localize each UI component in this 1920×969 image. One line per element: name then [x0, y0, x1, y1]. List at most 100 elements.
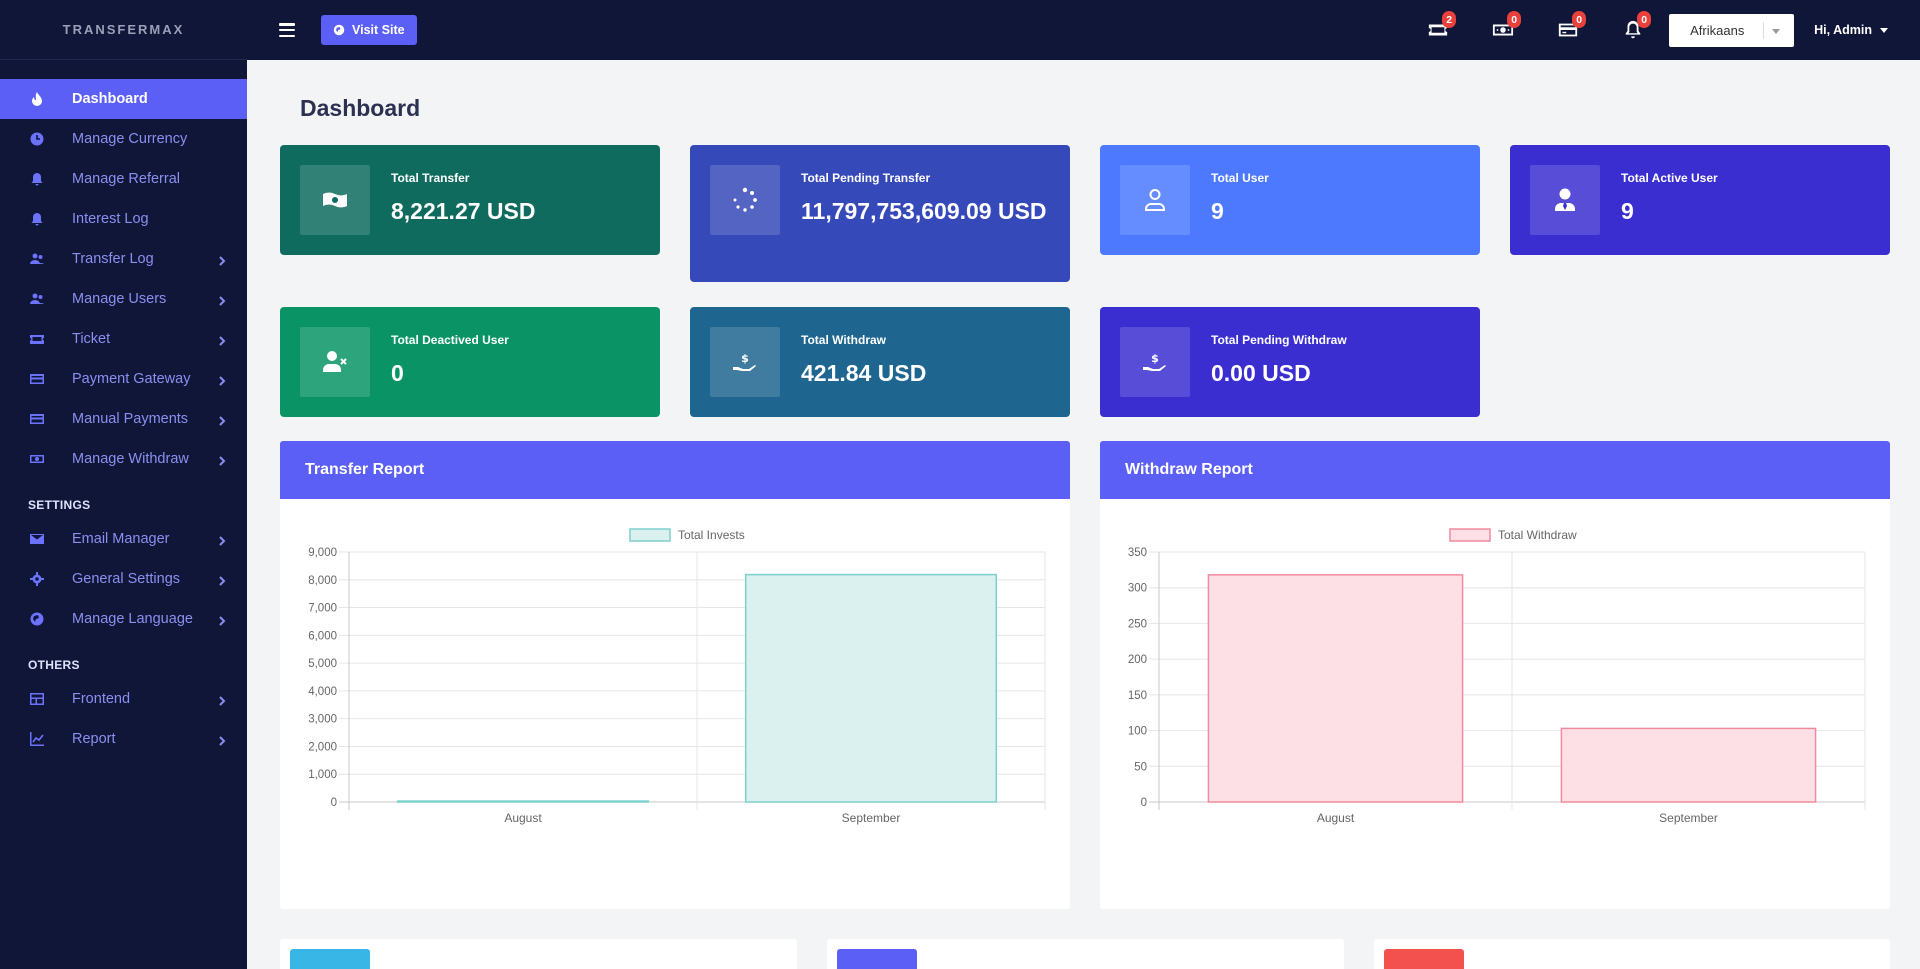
sidebar-item-manage-withdraw[interactable]: Manage Withdraw: [0, 439, 247, 479]
sidebar-item-report[interactable]: Report: [0, 719, 247, 759]
bell-notification[interactable]: 0: [1622, 11, 1652, 41]
others-heading: OTHERS: [28, 658, 80, 672]
sidebar-item-interest-log[interactable]: Interest Log: [0, 199, 247, 239]
bell-icon: [30, 172, 44, 186]
money-icon: [30, 452, 44, 466]
chevron-right-icon: [217, 574, 227, 586]
user-icon: [1120, 165, 1190, 235]
total-pending-transfer-card[interactable]: Total Pending Transfer 11,797,753,609.09…: [690, 145, 1070, 282]
y-tick-label: 250: [1128, 618, 1147, 630]
total-pending-withdraw-card[interactable]: $ Total Pending Withdraw 0.00 USD: [1100, 307, 1480, 417]
gear-icon: [30, 572, 44, 586]
total-pending-transfer-label: Total Pending Transfer: [801, 171, 931, 185]
sidebar-item-manual-payments[interactable]: Manual Payments: [0, 399, 247, 439]
total-active-user-label: Total Active User: [1621, 171, 1718, 185]
settings-heading: SETTINGS: [28, 498, 91, 512]
transfer-report-panel: Transfer Report Total Invests 0 1,000 2,000…: [280, 441, 1070, 909]
ticket-notification[interactable]: 2: [1427, 11, 1457, 41]
deposit-notification[interactable]: 0: [1557, 11, 1587, 41]
y-tick-label: 9,000: [308, 547, 337, 559]
sidebar-item-manage-referral[interactable]: Manage Referral: [0, 159, 247, 199]
y-tick-label: 5,000: [308, 658, 337, 670]
chevron-right-icon: [217, 614, 227, 626]
total-withdraw-value: 421.84 USD: [801, 360, 927, 386]
topbar: Visit Site 2 0 0 0 Afrikaans Hi, Admin: [247, 0, 1920, 60]
credit-card-icon: [1558, 23, 1578, 37]
layout-icon: [30, 692, 44, 706]
users-icon: [30, 252, 44, 266]
total-pending-transfer-value: 11,797,753,609.09 USD: [801, 198, 1047, 224]
sidebar-item-label: Manual Payments: [72, 411, 189, 427]
withdraw-gateway-card[interactable]: [1374, 939, 1890, 969]
sidebar-item-label: Report: [72, 731, 116, 747]
transfer-report-title: Transfer Report: [280, 441, 1070, 499]
sidebar-item-general-settings[interactable]: General Settings: [0, 559, 247, 599]
chevron-right-icon: [217, 294, 227, 306]
sidebar-item-transfer-log[interactable]: Transfer Log: [0, 239, 247, 279]
legend-label: Total Withdraw: [1498, 528, 1577, 542]
visit-site-button[interactable]: Visit Site: [321, 15, 417, 45]
credit-card-icon: [30, 412, 44, 426]
total-user-card[interactable]: Total User 9: [1100, 145, 1480, 255]
y-tick-label: 2,000: [308, 741, 337, 753]
sidebar-item-label: Manage Users: [72, 291, 167, 307]
sidebar-item-email-manager[interactable]: Email Manager: [0, 519, 247, 559]
total-deactived-user-card[interactable]: Total Deactived User 0: [280, 307, 660, 417]
sidebar-item-manage-language[interactable]: Manage Language: [0, 599, 247, 639]
total-active-user-card[interactable]: Total Active User 9: [1510, 145, 1890, 255]
y-tick-label: 350: [1128, 547, 1147, 559]
y-tick-label: 4,000: [308, 686, 337, 698]
legend-swatch: [1449, 528, 1491, 542]
globe-icon: [30, 612, 44, 626]
sidebar-item-dashboard[interactable]: Dashboard: [0, 79, 247, 119]
bell-badge: 0: [1637, 11, 1652, 28]
sidebar-item-manage-users[interactable]: Manage Users: [0, 279, 247, 319]
sidebar-item-payment-gateway[interactable]: Payment Gateway: [0, 359, 247, 399]
y-tick-label: 0: [1141, 797, 1147, 809]
total-pending-withdraw-value: 0.00 USD: [1211, 360, 1311, 386]
withdraw-charge-card[interactable]: [827, 939, 1344, 969]
x-tick-label: August: [504, 811, 542, 825]
total-withdraw-card[interactable]: $ Total Withdraw 421.84 USD: [690, 307, 1070, 417]
menu-toggle-icon[interactable]: [279, 23, 295, 37]
automatic-gateway-card[interactable]: [280, 939, 797, 969]
y-tick-label: 300: [1128, 583, 1147, 595]
language-select[interactable]: Afrikaans: [1669, 13, 1795, 47]
withdraw-badge: 0: [1507, 11, 1522, 28]
withdraw-notification[interactable]: 0: [1492, 11, 1522, 41]
y-tick-label: 200: [1128, 654, 1147, 666]
total-transfer-value: 8,221.27 USD: [391, 198, 536, 224]
page-title: Dashboard: [300, 95, 421, 121]
sidebar-item-label: Ticket: [72, 331, 111, 347]
sidebar-item-label: Manage Language: [72, 611, 193, 627]
hand-holding-usd-icon: $: [710, 327, 780, 397]
sidebar-item-label: Manage Currency: [72, 131, 188, 147]
language-value: Afrikaans: [1690, 22, 1745, 38]
chevron-right-icon: [217, 734, 227, 746]
sidebar-item-manage-currency[interactable]: Manage Currency: [0, 119, 247, 159]
envelope-icon: [30, 532, 44, 546]
card-icon-box: [837, 949, 917, 969]
sidebar-item-ticket[interactable]: Ticket: [0, 319, 247, 359]
chevron-right-icon: [217, 374, 227, 386]
y-tick-label: 0: [331, 797, 337, 809]
sidebar-item-frontend[interactable]: Frontend: [0, 679, 247, 719]
y-tick-label: 50: [1134, 761, 1147, 773]
withdraw-report-chart: Total Withdraw 0 50 100 150 200 250 300 350 Augus…: [1128, 528, 1866, 825]
user-menu[interactable]: Hi, Admin: [1814, 23, 1888, 37]
svg-text:$: $: [741, 352, 749, 365]
y-tick-label: 7,000: [308, 603, 337, 615]
ticket-icon: [30, 332, 44, 346]
card-icon-box: [290, 949, 370, 969]
brand-logo[interactable]: TRANSFERMAX: [0, 0, 247, 60]
bar-september: [1560, 727, 1817, 803]
total-user-value: 9: [1211, 198, 1224, 224]
total-transfer-card[interactable]: Total Transfer 8,221.27 USD: [280, 145, 660, 255]
legend-label: Total Invests: [678, 528, 745, 542]
chevron-right-icon: [217, 254, 227, 266]
y-tick-label: 150: [1128, 690, 1147, 702]
select-divider: [1763, 21, 1765, 39]
y-tick-label: 100: [1128, 726, 1147, 738]
y-tick-label: 1,000: [308, 769, 337, 781]
total-user-label: Total User: [1211, 171, 1269, 185]
